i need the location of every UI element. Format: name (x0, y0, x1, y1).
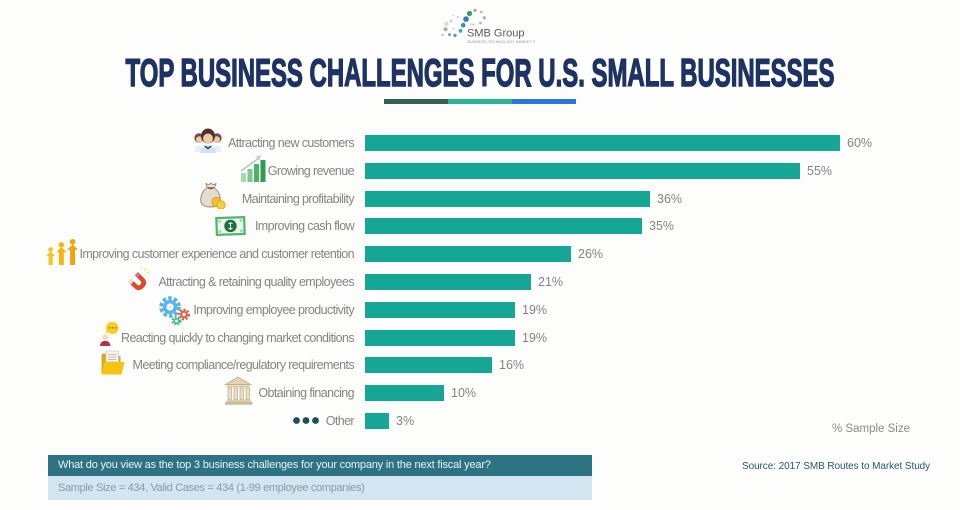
svg-text:BUSINESS TECHNOLOGY MARKET INS: BUSINESS TECHNOLOGY MARKET INSIGHTS (468, 40, 536, 44)
svg-text:SMB Group: SMB Group (467, 28, 524, 40)
